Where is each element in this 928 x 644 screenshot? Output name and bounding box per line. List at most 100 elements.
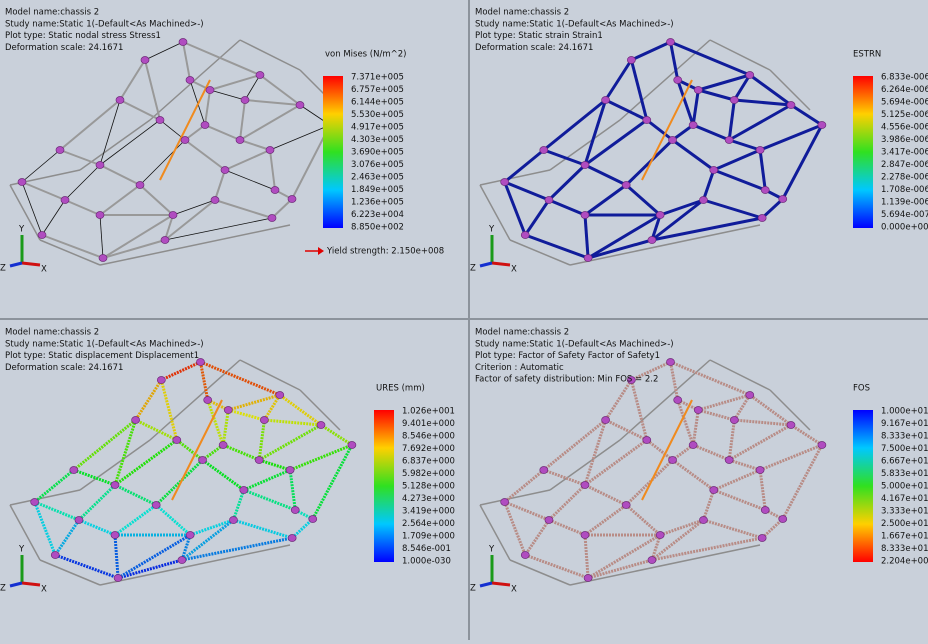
frame-member	[182, 41, 191, 81]
frame-member	[119, 59, 146, 101]
frame-member	[233, 518, 293, 540]
frame-member	[113, 534, 120, 579]
frame-member	[671, 458, 715, 492]
undeformed-edge	[769, 69, 811, 111]
node	[655, 211, 665, 219]
triad-label: Z	[470, 584, 476, 594]
triad-label: Y	[18, 225, 25, 235]
node	[135, 181, 145, 189]
frame-member	[114, 438, 178, 487]
frame-member	[781, 124, 824, 200]
legend-label: 8.546e+000	[402, 432, 455, 442]
node	[673, 76, 683, 84]
frame-member	[669, 40, 751, 77]
undeformed-edge	[479, 489, 551, 506]
undeformed-edge	[239, 39, 301, 71]
node	[755, 466, 765, 474]
frame-member	[676, 79, 695, 126]
frame-member	[781, 444, 824, 520]
frame-member	[761, 197, 784, 220]
frame-member	[504, 500, 550, 522]
legend-title: FOS	[853, 384, 870, 394]
frame-member	[59, 149, 101, 166]
undeformed-edge	[99, 224, 291, 266]
legend-label: 3.333e+015	[881, 507, 928, 517]
legend-label: 4.556e-006	[881, 123, 928, 133]
frame-member	[651, 216, 763, 242]
node	[580, 531, 590, 539]
node	[185, 531, 195, 539]
frame-member	[99, 164, 141, 186]
triad-x	[21, 261, 41, 267]
frame-member	[734, 418, 792, 427]
frame-member	[289, 443, 353, 472]
frame-member	[172, 199, 216, 216]
frame-member	[587, 533, 661, 580]
undeformed-edge	[509, 239, 571, 266]
node	[757, 214, 767, 222]
node	[265, 146, 275, 154]
node	[295, 101, 305, 109]
node	[544, 196, 554, 204]
frame-member	[625, 503, 662, 537]
frame-member	[204, 89, 211, 126]
frame-member	[650, 214, 662, 241]
node	[50, 551, 60, 559]
frame-member	[583, 534, 590, 579]
frame-member	[697, 88, 735, 102]
frame-member	[311, 444, 354, 520]
frame-member	[199, 361, 210, 401]
frame-member	[244, 74, 261, 101]
undeformed-edge	[9, 184, 41, 241]
frame-member	[584, 483, 627, 507]
node	[500, 178, 510, 186]
frame-member	[629, 59, 649, 121]
frame-member	[159, 379, 179, 441]
node	[200, 121, 210, 129]
frame-member	[164, 217, 273, 241]
legend-label: 7.500e+015	[881, 444, 928, 454]
frame-member	[232, 489, 246, 521]
frame-member	[269, 124, 331, 151]
legend-label: 9.167e+015	[881, 419, 928, 429]
frame-member	[503, 148, 545, 184]
node	[255, 71, 265, 79]
undeformed-edge	[709, 39, 771, 71]
frame-member	[33, 501, 57, 556]
frame-member	[702, 169, 716, 201]
node	[688, 441, 698, 449]
node	[196, 358, 205, 366]
node	[205, 86, 215, 94]
frame-member	[184, 124, 206, 141]
frame-member	[180, 534, 192, 561]
node	[55, 146, 65, 154]
frame-member	[669, 360, 751, 397]
node	[177, 556, 187, 564]
frame-member	[144, 41, 184, 61]
node	[347, 441, 357, 449]
color-bar	[853, 76, 873, 228]
node	[709, 486, 719, 494]
node	[688, 121, 698, 129]
node	[544, 516, 554, 524]
triad-x	[491, 261, 511, 267]
frame-member	[671, 138, 715, 172]
triad-x	[21, 581, 41, 587]
undeformed-edge	[709, 359, 771, 391]
frame-member	[650, 534, 662, 561]
frame-member	[692, 443, 730, 462]
frame-member	[117, 533, 191, 580]
node	[185, 76, 195, 84]
node	[155, 116, 165, 124]
frame-member	[703, 518, 763, 540]
triad-label: Y	[488, 225, 495, 235]
undeformed-edge	[79, 439, 151, 491]
frame-member	[669, 361, 680, 401]
frame-member	[164, 199, 216, 241]
legend-title: von Mises (N/m^2)	[325, 50, 406, 60]
node	[254, 456, 264, 464]
